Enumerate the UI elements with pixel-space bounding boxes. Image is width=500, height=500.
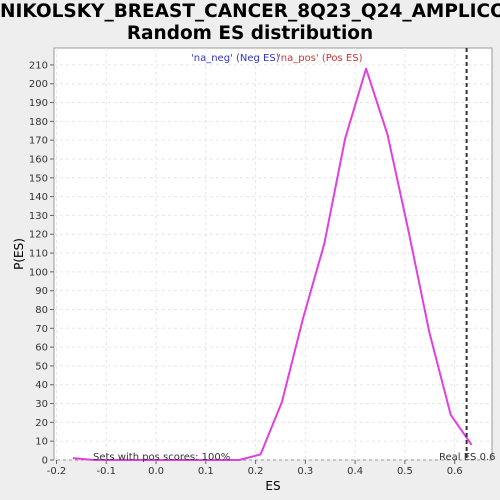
y-tick-label: 60: [35, 343, 48, 354]
x-tick-label: 0.4: [347, 466, 363, 477]
y-tick-label: 0: [42, 456, 48, 467]
y-tick-label: 20: [35, 418, 48, 429]
series-group: [72, 67, 473, 461]
y-tick-label: 180: [29, 117, 48, 128]
y-tick-label: 120: [29, 230, 48, 241]
x-tick-label: 0.0: [148, 466, 164, 477]
es-distribution-line: [72, 67, 473, 461]
x-tick-label: 0.6: [447, 466, 463, 477]
x-tick-label: 0.2: [248, 466, 264, 477]
y-tick-label: 70: [35, 324, 48, 335]
legend-pos: 'na_pos' (Pos ES): [278, 53, 363, 64]
x-tick-label: 0.5: [397, 466, 413, 477]
plot-background: [53, 47, 493, 461]
chart-title: NIKOLSKY_BREAST_CANCER_8Q23_Q24_AMPLICON…: [0, 1, 500, 45]
y-tick-label: 190: [29, 98, 48, 109]
y-tick-label: 160: [29, 154, 48, 165]
x-tick-label: 0.3: [297, 466, 313, 477]
annotation-pos-scores: Sets with pos scores: 100%: [93, 452, 230, 463]
y-tick-label: 210: [29, 60, 48, 71]
y-tick-label: 170: [29, 136, 48, 147]
y-tick-label: 130: [29, 211, 48, 222]
y-tick-label: 110: [29, 249, 48, 260]
x-axis-title: ES: [265, 479, 280, 493]
y-tick-label: 30: [35, 399, 48, 410]
legend-neg: 'na_neg' (Neg ES): [191, 53, 280, 64]
y-tick-label: 100: [29, 267, 48, 278]
x-tick-label: -0.2: [47, 466, 67, 477]
y-tick-label: 10: [35, 437, 48, 448]
x-tick-label: 0.1: [198, 466, 214, 477]
y-axis: 0 10 20 30 40 50 60 70 80 90 100 110 120 130 140 150 160…: [29, 60, 54, 467]
y-tick-label: 200: [29, 79, 48, 90]
y-tick-label: 40: [35, 380, 48, 391]
y-axis-title: P(ES): [12, 238, 26, 270]
annotation-real-es: Real ES 0.6: [439, 452, 495, 463]
y-tick-label: 80: [35, 305, 48, 316]
y-tick-label: 50: [35, 361, 48, 372]
chart-title-line-1: NIKOLSKY_BREAST_CANCER_8Q23_Q24_AMPLICON…: [0, 1, 500, 22]
y-tick-label: 140: [29, 192, 48, 203]
x-axis: -0.2 -0.1 0.0 0.1 0.2 0.3 0.4 0.5 0.6: [47, 460, 463, 477]
x-tick-label: -0.1: [97, 466, 117, 477]
y-tick-label: 90: [35, 286, 48, 297]
chart-title-line-2: Random ES distribution: [126, 23, 374, 44]
y-tick-label: 150: [29, 173, 48, 184]
